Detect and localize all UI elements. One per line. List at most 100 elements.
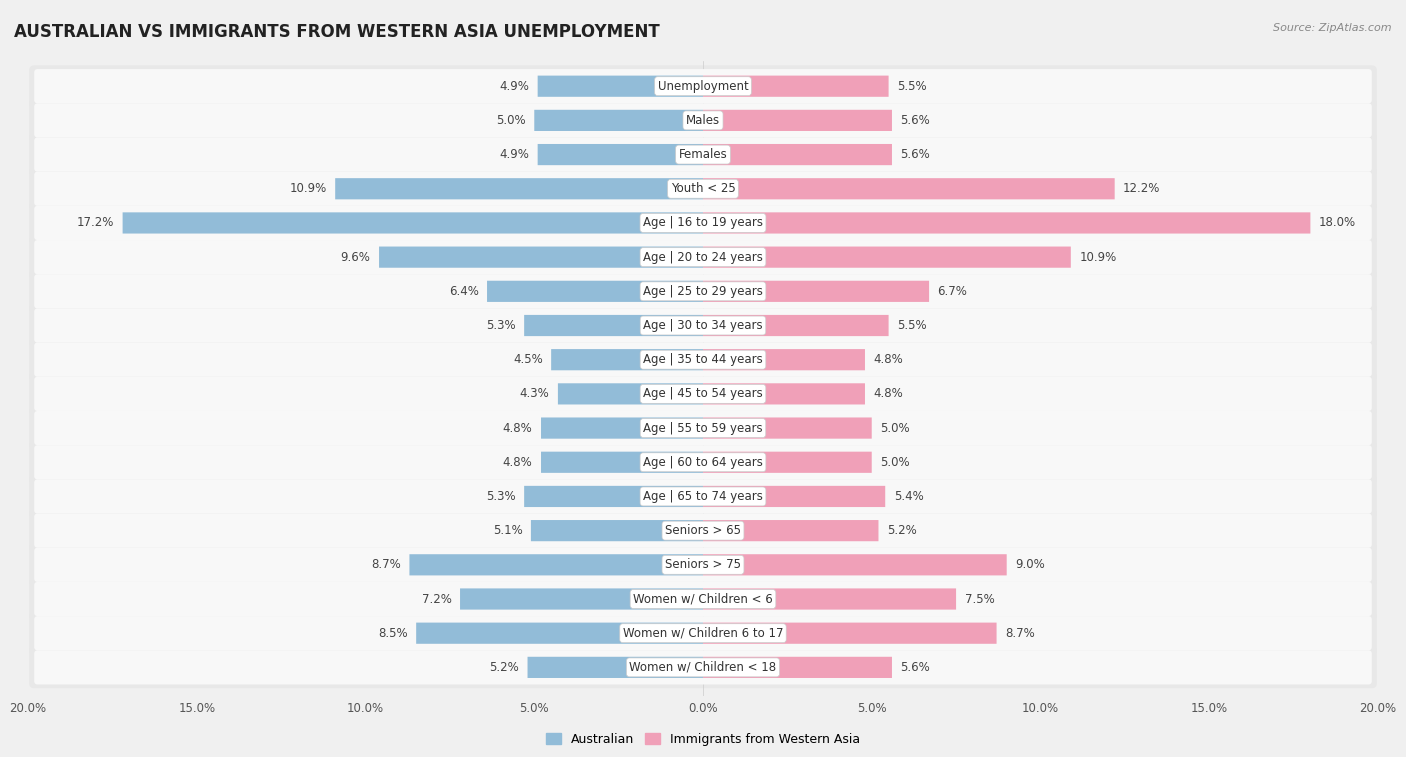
FancyBboxPatch shape xyxy=(34,445,1372,479)
Text: 5.4%: 5.4% xyxy=(894,490,924,503)
FancyBboxPatch shape xyxy=(703,520,879,541)
FancyBboxPatch shape xyxy=(34,69,1372,103)
FancyBboxPatch shape xyxy=(34,206,1372,240)
FancyBboxPatch shape xyxy=(703,383,865,404)
Text: 10.9%: 10.9% xyxy=(1080,251,1116,263)
Text: Women w/ Children 6 to 17: Women w/ Children 6 to 17 xyxy=(623,627,783,640)
FancyBboxPatch shape xyxy=(34,411,1372,445)
Text: 5.0%: 5.0% xyxy=(880,422,910,435)
Text: Age | 45 to 54 years: Age | 45 to 54 years xyxy=(643,388,763,400)
FancyBboxPatch shape xyxy=(34,274,1372,308)
Text: 12.2%: 12.2% xyxy=(1123,182,1160,195)
FancyBboxPatch shape xyxy=(30,168,1376,210)
Text: Seniors > 65: Seniors > 65 xyxy=(665,524,741,537)
Text: Seniors > 75: Seniors > 75 xyxy=(665,559,741,572)
Text: 4.8%: 4.8% xyxy=(873,354,903,366)
FancyBboxPatch shape xyxy=(30,441,1376,483)
FancyBboxPatch shape xyxy=(122,213,703,234)
Text: 8.5%: 8.5% xyxy=(378,627,408,640)
FancyBboxPatch shape xyxy=(30,612,1376,654)
FancyBboxPatch shape xyxy=(703,622,997,643)
FancyBboxPatch shape xyxy=(537,76,703,97)
FancyBboxPatch shape xyxy=(30,134,1376,176)
Text: 4.3%: 4.3% xyxy=(520,388,550,400)
FancyBboxPatch shape xyxy=(703,144,891,165)
Text: Males: Males xyxy=(686,114,720,127)
FancyBboxPatch shape xyxy=(703,486,886,507)
Text: 9.0%: 9.0% xyxy=(1015,559,1045,572)
FancyBboxPatch shape xyxy=(416,622,703,643)
FancyBboxPatch shape xyxy=(34,479,1372,513)
FancyBboxPatch shape xyxy=(537,144,703,165)
Text: 10.9%: 10.9% xyxy=(290,182,326,195)
FancyBboxPatch shape xyxy=(30,304,1376,347)
Text: Age | 55 to 59 years: Age | 55 to 59 years xyxy=(643,422,763,435)
FancyBboxPatch shape xyxy=(703,588,956,609)
FancyBboxPatch shape xyxy=(524,486,703,507)
FancyBboxPatch shape xyxy=(541,452,703,473)
FancyBboxPatch shape xyxy=(34,343,1372,377)
Text: Unemployment: Unemployment xyxy=(658,79,748,92)
Text: 5.5%: 5.5% xyxy=(897,319,927,332)
FancyBboxPatch shape xyxy=(558,383,703,404)
Text: Age | 25 to 29 years: Age | 25 to 29 years xyxy=(643,285,763,298)
Text: 5.1%: 5.1% xyxy=(492,524,523,537)
FancyBboxPatch shape xyxy=(30,646,1376,688)
FancyBboxPatch shape xyxy=(409,554,703,575)
FancyBboxPatch shape xyxy=(531,520,703,541)
FancyBboxPatch shape xyxy=(486,281,703,302)
Text: 4.9%: 4.9% xyxy=(499,148,529,161)
FancyBboxPatch shape xyxy=(460,588,703,609)
Text: 8.7%: 8.7% xyxy=(1005,627,1035,640)
FancyBboxPatch shape xyxy=(703,110,891,131)
FancyBboxPatch shape xyxy=(30,202,1376,244)
FancyBboxPatch shape xyxy=(34,650,1372,684)
Text: 5.3%: 5.3% xyxy=(486,490,516,503)
Text: Age | 35 to 44 years: Age | 35 to 44 years xyxy=(643,354,763,366)
Text: 8.7%: 8.7% xyxy=(371,559,401,572)
FancyBboxPatch shape xyxy=(34,308,1372,343)
Text: 7.5%: 7.5% xyxy=(965,593,994,606)
FancyBboxPatch shape xyxy=(30,544,1376,586)
Text: Source: ZipAtlas.com: Source: ZipAtlas.com xyxy=(1274,23,1392,33)
Text: Age | 60 to 64 years: Age | 60 to 64 years xyxy=(643,456,763,469)
FancyBboxPatch shape xyxy=(30,99,1376,142)
FancyBboxPatch shape xyxy=(703,76,889,97)
Text: Age | 65 to 74 years: Age | 65 to 74 years xyxy=(643,490,763,503)
FancyBboxPatch shape xyxy=(34,616,1372,650)
Text: 5.2%: 5.2% xyxy=(887,524,917,537)
FancyBboxPatch shape xyxy=(30,407,1376,449)
Text: 4.8%: 4.8% xyxy=(503,422,533,435)
Text: 5.3%: 5.3% xyxy=(486,319,516,332)
Text: 5.6%: 5.6% xyxy=(900,148,931,161)
Text: 5.5%: 5.5% xyxy=(897,79,927,92)
Text: Age | 16 to 19 years: Age | 16 to 19 years xyxy=(643,217,763,229)
Text: Age | 20 to 24 years: Age | 20 to 24 years xyxy=(643,251,763,263)
Text: 4.8%: 4.8% xyxy=(503,456,533,469)
Text: AUSTRALIAN VS IMMIGRANTS FROM WESTERN ASIA UNEMPLOYMENT: AUSTRALIAN VS IMMIGRANTS FROM WESTERN AS… xyxy=(14,23,659,41)
FancyBboxPatch shape xyxy=(30,373,1376,415)
FancyBboxPatch shape xyxy=(541,417,703,438)
Text: 6.4%: 6.4% xyxy=(449,285,478,298)
Text: 18.0%: 18.0% xyxy=(1319,217,1355,229)
FancyBboxPatch shape xyxy=(34,240,1372,274)
FancyBboxPatch shape xyxy=(703,554,1007,575)
Text: 17.2%: 17.2% xyxy=(77,217,114,229)
FancyBboxPatch shape xyxy=(30,475,1376,517)
FancyBboxPatch shape xyxy=(30,339,1376,381)
FancyBboxPatch shape xyxy=(34,138,1372,172)
FancyBboxPatch shape xyxy=(34,377,1372,411)
Text: 5.6%: 5.6% xyxy=(900,661,931,674)
FancyBboxPatch shape xyxy=(30,236,1376,278)
FancyBboxPatch shape xyxy=(30,509,1376,552)
FancyBboxPatch shape xyxy=(703,315,889,336)
Text: 9.6%: 9.6% xyxy=(340,251,371,263)
FancyBboxPatch shape xyxy=(527,657,703,678)
FancyBboxPatch shape xyxy=(34,172,1372,206)
FancyBboxPatch shape xyxy=(703,213,1310,234)
FancyBboxPatch shape xyxy=(380,247,703,268)
Text: Females: Females xyxy=(679,148,727,161)
Text: 4.8%: 4.8% xyxy=(873,388,903,400)
FancyBboxPatch shape xyxy=(703,247,1071,268)
FancyBboxPatch shape xyxy=(30,578,1376,620)
